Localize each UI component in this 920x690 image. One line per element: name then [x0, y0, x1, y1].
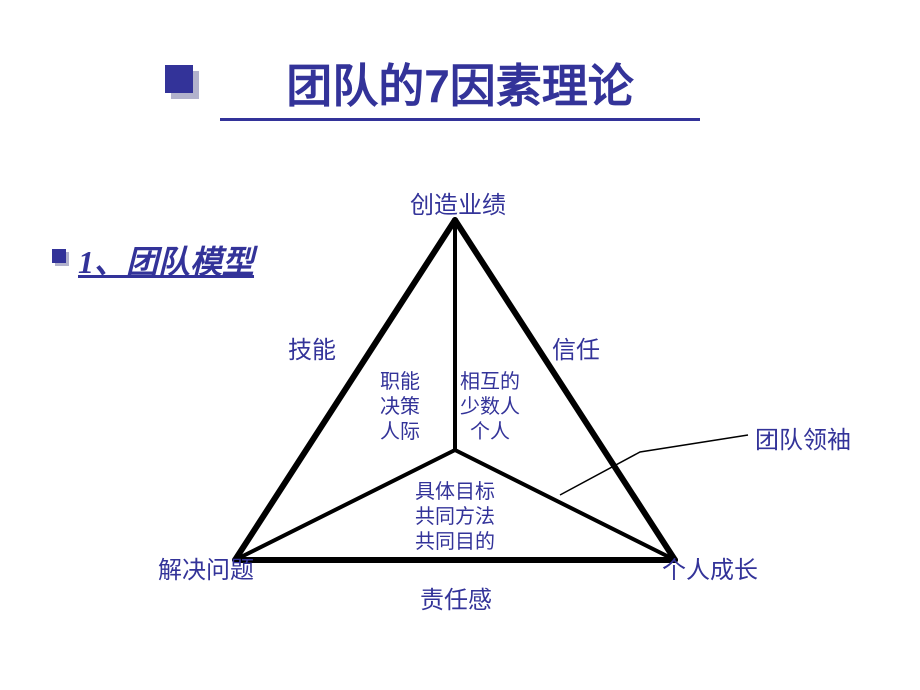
label-inner-right: 相互的少数人个人	[460, 370, 520, 445]
label-trust: 信任	[552, 330, 600, 365]
label-leader: 团队领袖	[755, 420, 851, 455]
label-growth: 个人成长	[662, 550, 758, 585]
label-problem: 解决问题	[158, 550, 254, 585]
label-top: 创造业绩	[410, 185, 506, 220]
label-responsibility: 责任感	[420, 580, 492, 615]
label-skill: 技能	[288, 330, 336, 365]
label-inner-bottom: 具体目标共同方法共同目的	[415, 480, 495, 555]
label-inner-left: 职能决策人际	[380, 370, 420, 445]
